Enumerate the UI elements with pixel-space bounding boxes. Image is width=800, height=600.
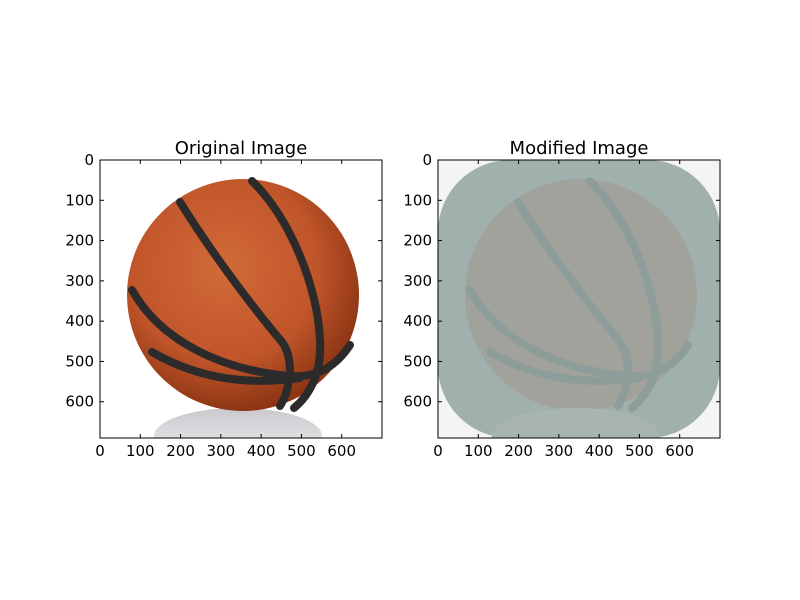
y-tick-label: 600 bbox=[65, 393, 94, 411]
x-tick-label: 0 bbox=[95, 442, 105, 460]
x-tick-label: 100 bbox=[464, 442, 493, 460]
axes-frame bbox=[99, 159, 383, 439]
y-tick-label: 200 bbox=[65, 232, 94, 250]
x-tick-label: 300 bbox=[207, 442, 236, 460]
y-tick-label: 100 bbox=[65, 191, 94, 209]
original-image-panel: Original Image 0 100 200 300 400 500 600 0 100 20… bbox=[65, 138, 383, 460]
x-tick-label: 600 bbox=[327, 442, 356, 460]
y-tick-label: 0 bbox=[422, 151, 432, 169]
y-tick-label: 400 bbox=[403, 312, 432, 330]
y-tick-label: 0 bbox=[84, 151, 94, 169]
x-tick-label: 300 bbox=[545, 442, 574, 460]
y-tick-label: 500 bbox=[403, 352, 432, 370]
axes-frame bbox=[437, 159, 721, 439]
ball-seams bbox=[466, 177, 692, 412]
x-tick-label: 400 bbox=[585, 442, 614, 460]
original-image bbox=[100, 160, 382, 438]
x-tick-label: 200 bbox=[504, 442, 533, 460]
x-tick-label: 600 bbox=[665, 442, 694, 460]
modified-image bbox=[438, 160, 720, 438]
y-tick-label: 300 bbox=[403, 272, 432, 290]
y-tick-label: 400 bbox=[65, 312, 94, 330]
x-tick-label: 500 bbox=[287, 442, 316, 460]
y-tick-label: 200 bbox=[403, 232, 432, 250]
x-tick-label: 100 bbox=[126, 442, 155, 460]
axis-ticks: 0 100 200 300 400 500 600 0 100 200 300 400 500 600 bbox=[403, 151, 720, 460]
x-tick-label: 200 bbox=[166, 442, 195, 460]
x-tick-label: 0 bbox=[433, 442, 443, 460]
axis-ticks: 0 100 200 300 400 500 600 0 100 200 300 400 500 600 bbox=[65, 151, 382, 460]
x-tick-label: 500 bbox=[625, 442, 654, 460]
chart-title: Modified Image bbox=[510, 138, 649, 159]
ball-reflection bbox=[154, 408, 322, 438]
y-tick-label: 500 bbox=[65, 352, 94, 370]
ball-reflection bbox=[492, 408, 660, 438]
y-tick-label: 600 bbox=[403, 393, 432, 411]
y-tick-label: 300 bbox=[65, 272, 94, 290]
modified-image-panel: Modified Image 0 100 200 300 400 500 600 0 100 20… bbox=[403, 138, 721, 460]
y-tick-label: 100 bbox=[403, 191, 432, 209]
chart-title: Original Image bbox=[175, 138, 308, 159]
ball-seams bbox=[128, 177, 354, 412]
x-tick-label: 400 bbox=[247, 442, 276, 460]
